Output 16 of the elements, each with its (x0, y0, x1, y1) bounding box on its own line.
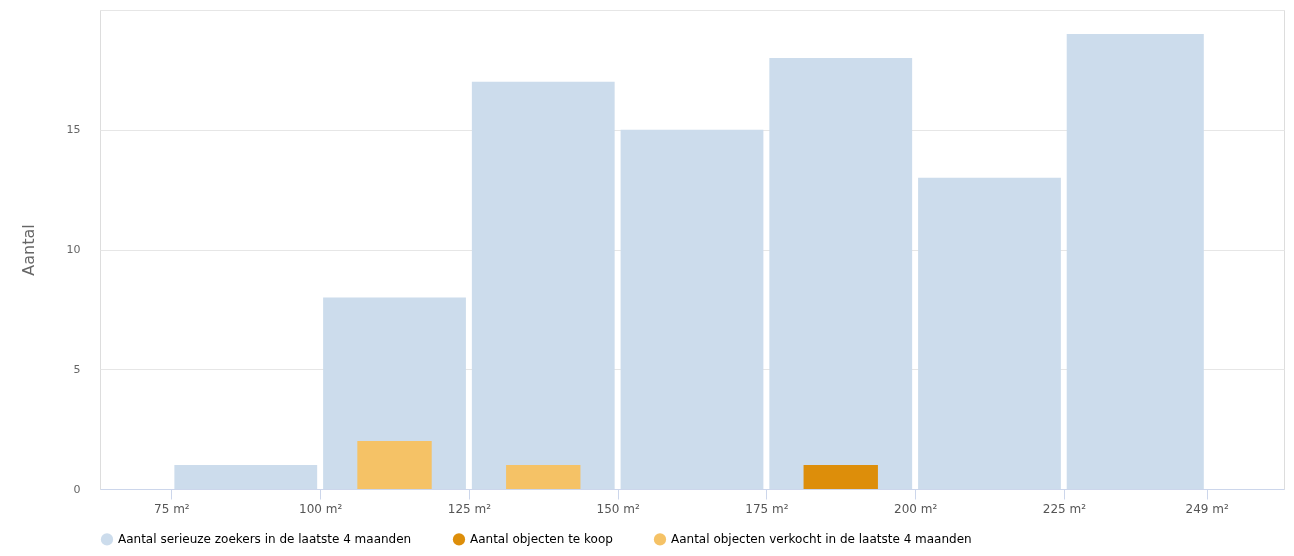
y-tick-label: 5 (73, 362, 81, 376)
x-tick-label: 75 m² (154, 501, 190, 516)
y-tick-label: 0 (73, 482, 81, 496)
x-tick-label: 249 m² (1185, 501, 1229, 516)
x-tick-label: 175 m² (745, 501, 789, 516)
x-tick-label: 125 m² (447, 501, 492, 516)
x-tick-label: 150 m² (596, 501, 640, 516)
x-tick-label: 100 m² (299, 501, 343, 516)
legend-label: Aantal serieuze zoekers in de laatste 4 maanden (118, 532, 412, 547)
legend-label: Aantal objecten verkocht in de laatste 4 maanden (671, 532, 972, 547)
legend-label: Aantal objecten te koop (470, 532, 613, 547)
y-axis-title: Aantal (18, 224, 38, 276)
x-tick-label: 225 m² (1042, 501, 1087, 516)
x-tick-label: 200 m² (894, 501, 938, 516)
y-tick-label: 15 (66, 123, 81, 137)
y-tick-label: 10 (66, 243, 81, 256)
